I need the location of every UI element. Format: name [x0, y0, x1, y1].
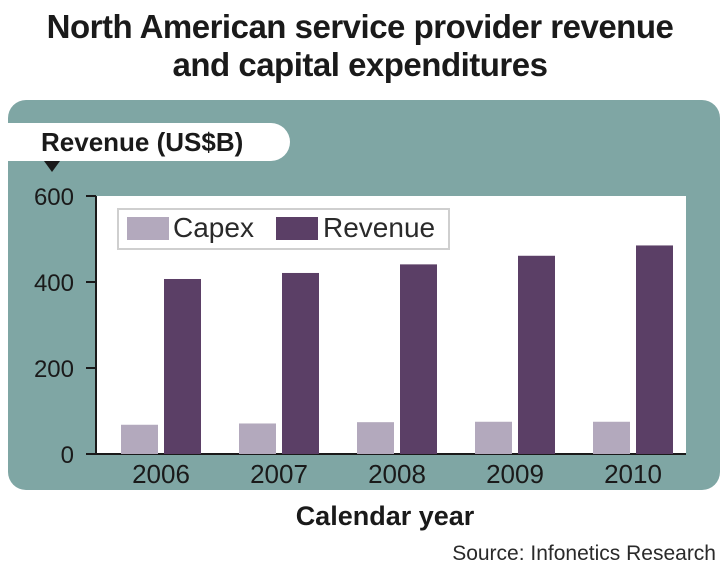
- bar-revenue-2010: [636, 245, 673, 454]
- x-tick-label: 2008: [368, 459, 426, 489]
- x-tick-label: 2006: [132, 459, 190, 489]
- bar-revenue-2006: [164, 278, 201, 454]
- chart-title-line-2: and capital expenditures: [172, 46, 548, 83]
- bar-revenue-2007: [282, 272, 319, 454]
- y-tick-label: 400: [34, 270, 74, 297]
- bar-revenue-2009: [518, 255, 555, 454]
- bar-revenue-2008: [400, 264, 437, 454]
- y-tick-label: 0: [61, 442, 74, 469]
- legend-label-revenue: Revenue: [323, 212, 436, 243]
- y-axis-pointer-icon: [44, 161, 60, 172]
- x-tick-label: 2009: [486, 459, 544, 489]
- x-tick-label: 2010: [604, 459, 662, 489]
- bar-capex-2009: [475, 421, 512, 454]
- legend-swatch-capex: [127, 217, 169, 240]
- bar-capex-2008: [357, 422, 394, 454]
- source-note: Source: Infonetics Research: [452, 542, 716, 565]
- x-tick-label: 2007: [250, 459, 308, 489]
- y-axis-label: Revenue (US$B): [41, 127, 244, 157]
- bar-capex-2007: [239, 423, 276, 454]
- legend-label-capex: Capex: [173, 212, 254, 243]
- y-tick-label: 200: [34, 356, 74, 383]
- bar-capex-2010: [593, 421, 630, 454]
- y-tick-label: 600: [34, 184, 74, 211]
- tick-labels: 0 200 400 600 2006 2007 2008 2009 2010: [34, 184, 662, 489]
- y-axis-label-pill: [8, 123, 290, 161]
- bar-capex-2006: [121, 424, 158, 454]
- chart-title-line-1: North American service provider revenue: [46, 8, 674, 45]
- bars: [121, 245, 673, 454]
- legend-swatch-revenue: [276, 217, 318, 240]
- x-axis-label: Calendar year: [295, 501, 475, 531]
